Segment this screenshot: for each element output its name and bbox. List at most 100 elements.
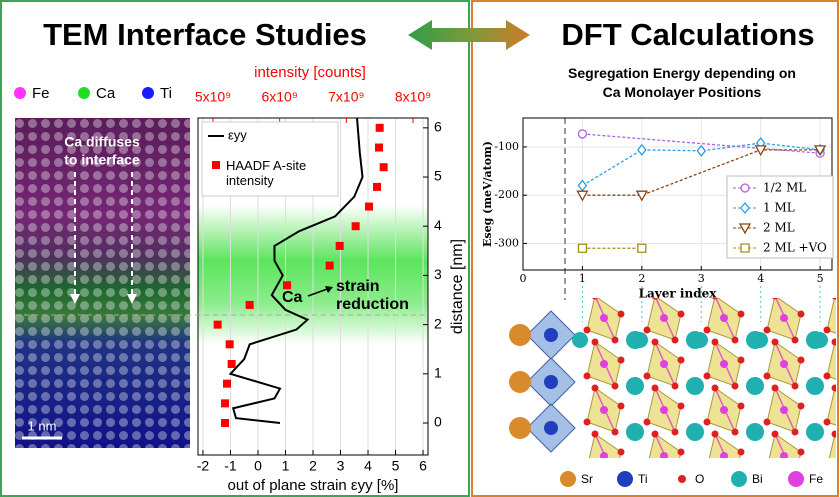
y-tick-label: -200	[494, 188, 519, 201]
legend-label: 2 ML +VO	[763, 241, 827, 255]
atom	[509, 417, 531, 439]
atom	[704, 373, 711, 380]
atom	[772, 431, 779, 438]
x-tick-label: 1	[282, 458, 290, 474]
atom	[592, 293, 599, 300]
data-point	[352, 222, 360, 230]
atom	[600, 406, 608, 414]
legend-dot	[142, 87, 154, 99]
atom	[660, 360, 668, 368]
x2-tick-label: 5x10⁹	[195, 89, 231, 105]
atom	[798, 311, 805, 318]
legend-swatch	[212, 161, 220, 169]
legend-label: Ti	[638, 472, 648, 486]
marker	[578, 130, 586, 138]
atom	[584, 465, 591, 472]
data-point	[221, 419, 229, 427]
atom	[686, 377, 704, 395]
x-tick-label: -2	[197, 458, 210, 474]
y-tick-label: 6	[434, 119, 442, 135]
x2-tick-label: 7x10⁹	[328, 89, 364, 105]
atom	[692, 332, 708, 348]
atom	[618, 449, 625, 456]
atom	[764, 465, 771, 472]
x-tick-label: 2	[309, 458, 317, 474]
atom	[672, 475, 679, 482]
atom	[764, 327, 771, 334]
chart-title: Segregation Energy depending on Ca Monol…	[562, 64, 802, 102]
atom	[600, 314, 608, 322]
left-title: TEM Interface Studies	[43, 17, 367, 52]
x-tick-label: 5	[817, 272, 824, 285]
atom	[600, 360, 608, 368]
atom	[792, 429, 799, 436]
atom	[712, 431, 719, 438]
legend-atom	[788, 471, 804, 487]
atom	[509, 371, 531, 393]
x2-axis-label: intensity [counts]	[254, 64, 366, 81]
legend-label: εyy	[228, 127, 247, 142]
legend-label: Fe	[32, 85, 50, 102]
data-point	[226, 340, 234, 348]
atom	[660, 406, 668, 414]
atom	[752, 332, 768, 348]
atom	[592, 385, 599, 392]
atom	[712, 385, 719, 392]
atom	[720, 406, 728, 414]
y-tick-label: 1	[434, 365, 442, 381]
legend-label: HAADF A-site intensity	[226, 158, 336, 188]
atom	[660, 314, 668, 322]
x-tick-label: 0	[254, 458, 262, 474]
atom	[618, 311, 625, 318]
atom	[798, 449, 805, 456]
scale-bar-label: 1 nm	[28, 418, 57, 433]
annotation: strain	[336, 278, 380, 295]
legend-label: O	[695, 472, 704, 486]
data-point	[375, 144, 383, 152]
atom	[592, 431, 599, 438]
atom	[712, 339, 719, 346]
atom	[780, 314, 788, 322]
image-annotation: to interface	[64, 152, 140, 168]
atom	[509, 324, 531, 346]
atom	[746, 423, 764, 441]
x-axis-label: Layer index	[639, 287, 718, 301]
y-tick-label: 0	[434, 414, 442, 430]
atom	[780, 360, 788, 368]
atom	[824, 419, 831, 426]
marker	[741, 244, 749, 252]
atom	[812, 332, 828, 348]
atom	[738, 357, 745, 364]
data-point	[365, 203, 373, 211]
x-tick-label: 1	[579, 272, 586, 285]
legend-label: 1 ML	[763, 201, 795, 215]
data-point	[246, 301, 254, 309]
y-tick-label: 3	[434, 266, 442, 282]
data-point	[283, 281, 291, 289]
atom	[764, 419, 771, 426]
legend-label: 2 ML	[763, 221, 795, 235]
atom	[772, 385, 779, 392]
y-tick-label: 2	[434, 315, 442, 331]
data-point	[223, 380, 231, 388]
atom	[738, 449, 745, 456]
legend-atom	[560, 471, 576, 487]
atom	[704, 465, 711, 472]
legend-label: Ca	[96, 85, 116, 102]
atom	[544, 328, 558, 342]
atom	[626, 423, 644, 441]
y-tick-label: 5	[434, 168, 442, 184]
atom	[772, 293, 779, 300]
atom	[678, 403, 685, 410]
x-tick-label: 0	[520, 272, 527, 285]
marker	[578, 244, 586, 252]
atom	[738, 403, 745, 410]
atom	[678, 357, 685, 364]
atom	[660, 452, 668, 460]
atom	[678, 311, 685, 318]
atom	[824, 327, 831, 334]
atom	[612, 337, 619, 344]
x-tick-label: 5	[392, 458, 400, 474]
marker	[741, 184, 749, 192]
data-point	[326, 262, 334, 270]
